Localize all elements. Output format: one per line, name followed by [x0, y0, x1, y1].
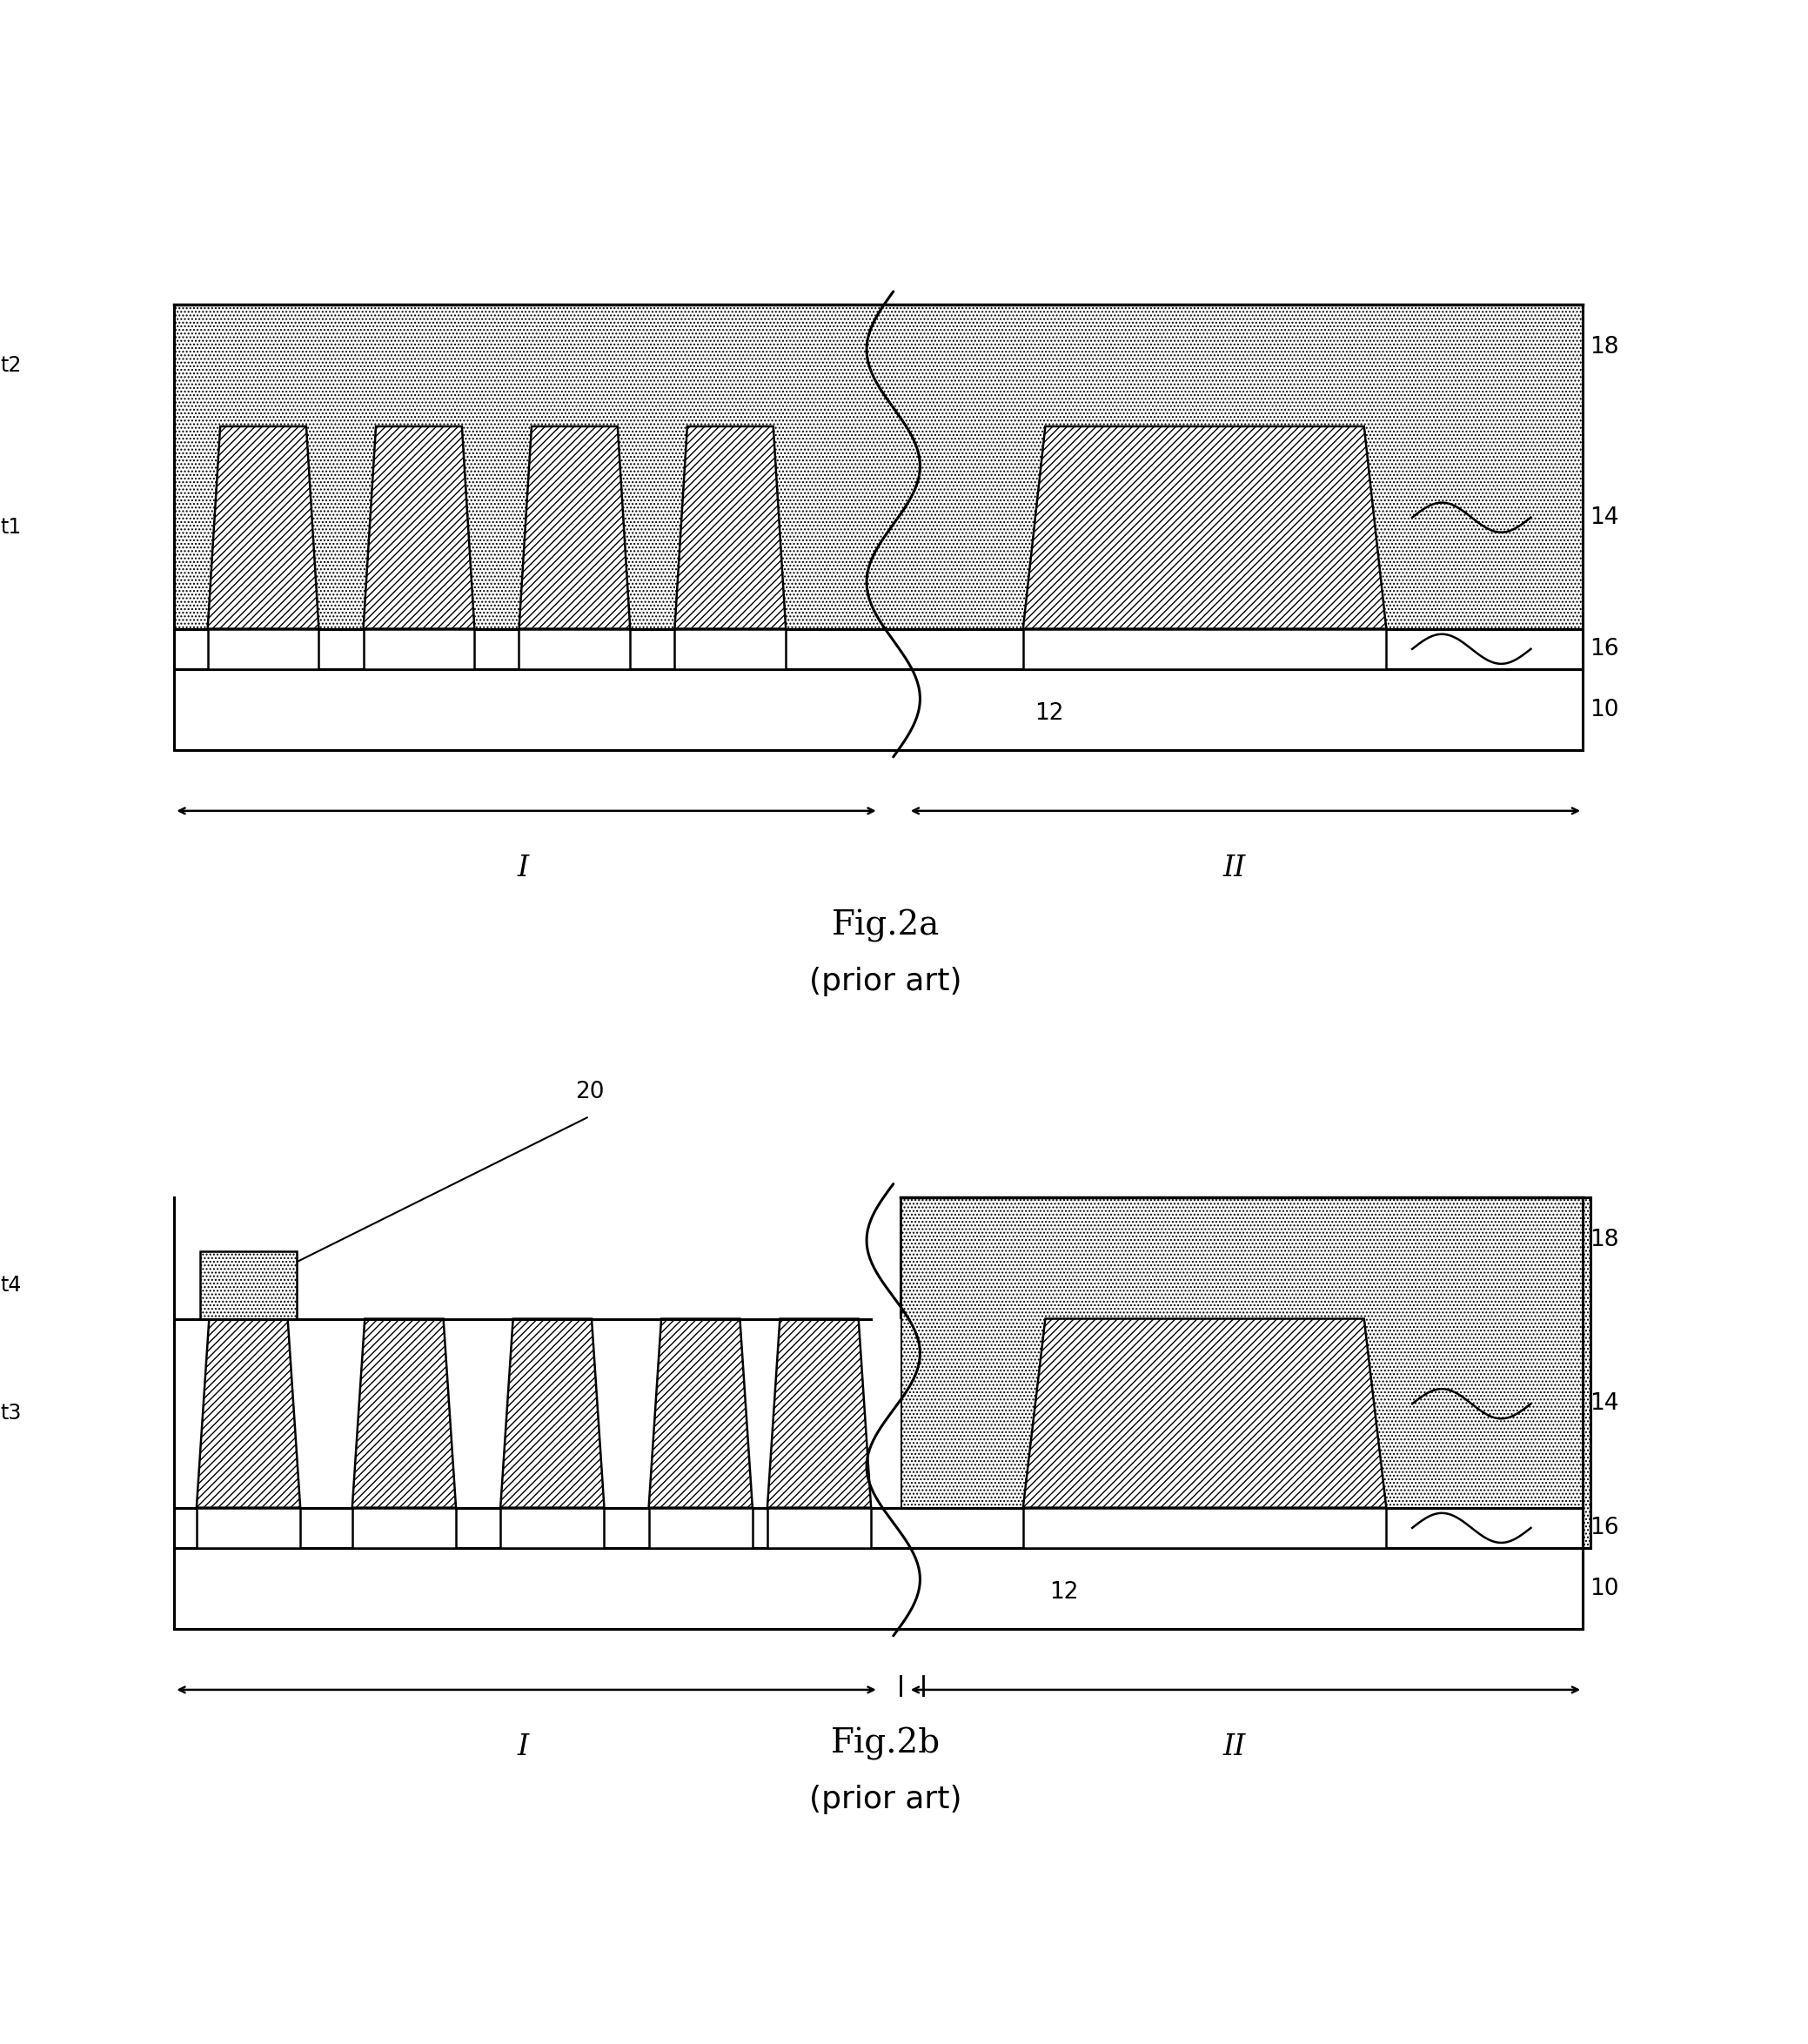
Text: t1: t1 — [0, 517, 22, 538]
Polygon shape — [197, 1318, 300, 1508]
Text: 14: 14 — [1591, 1392, 1620, 1414]
Bar — [674, 630, 786, 668]
Bar — [174, 668, 1582, 750]
Polygon shape — [519, 427, 631, 630]
Text: I: I — [517, 1733, 528, 1762]
Polygon shape — [674, 427, 786, 630]
Bar — [197, 1508, 300, 1547]
Bar — [767, 1508, 871, 1547]
Polygon shape — [353, 1318, 456, 1508]
Text: (prior art): (prior art) — [810, 967, 962, 995]
Bar — [174, 1318, 900, 1547]
Text: Fig.2b: Fig.2b — [832, 1727, 940, 1760]
Polygon shape — [1023, 1318, 1387, 1508]
Text: 18: 18 — [1591, 335, 1620, 360]
Bar — [174, 1508, 1582, 1547]
Text: 10: 10 — [1591, 1578, 1620, 1600]
Text: 16: 16 — [1591, 1517, 1620, 1539]
Text: II: II — [1222, 1733, 1246, 1762]
Text: t4: t4 — [0, 1275, 22, 1296]
Text: 10: 10 — [1591, 699, 1620, 722]
Bar — [519, 630, 631, 668]
Bar — [900, 1198, 1589, 1547]
Text: 12: 12 — [1034, 703, 1063, 726]
Text: 12: 12 — [1049, 1582, 1078, 1605]
Bar — [1023, 630, 1387, 668]
Polygon shape — [363, 427, 474, 630]
Bar — [174, 630, 1582, 668]
Bar — [174, 305, 1582, 668]
Bar — [353, 1508, 456, 1547]
Bar — [1023, 1508, 1387, 1547]
Text: 20: 20 — [575, 1081, 604, 1104]
Text: 18: 18 — [1591, 1228, 1620, 1251]
Bar — [501, 1508, 604, 1547]
Bar — [649, 1508, 752, 1547]
Text: 14: 14 — [1591, 507, 1620, 529]
Bar — [201, 1251, 297, 1318]
Text: I: I — [517, 854, 528, 883]
Polygon shape — [649, 1318, 752, 1508]
Polygon shape — [1023, 427, 1387, 630]
Polygon shape — [767, 1318, 871, 1508]
Polygon shape — [208, 427, 318, 630]
Text: (prior art): (prior art) — [810, 1784, 962, 1813]
Text: t2: t2 — [0, 356, 22, 376]
Bar — [363, 630, 474, 668]
Bar — [174, 1547, 1582, 1629]
Text: Fig.2a: Fig.2a — [832, 910, 940, 942]
Text: t3: t3 — [0, 1402, 22, 1425]
Polygon shape — [501, 1318, 604, 1508]
Bar — [208, 630, 318, 668]
Text: 16: 16 — [1591, 638, 1620, 660]
Text: II: II — [1222, 854, 1246, 883]
